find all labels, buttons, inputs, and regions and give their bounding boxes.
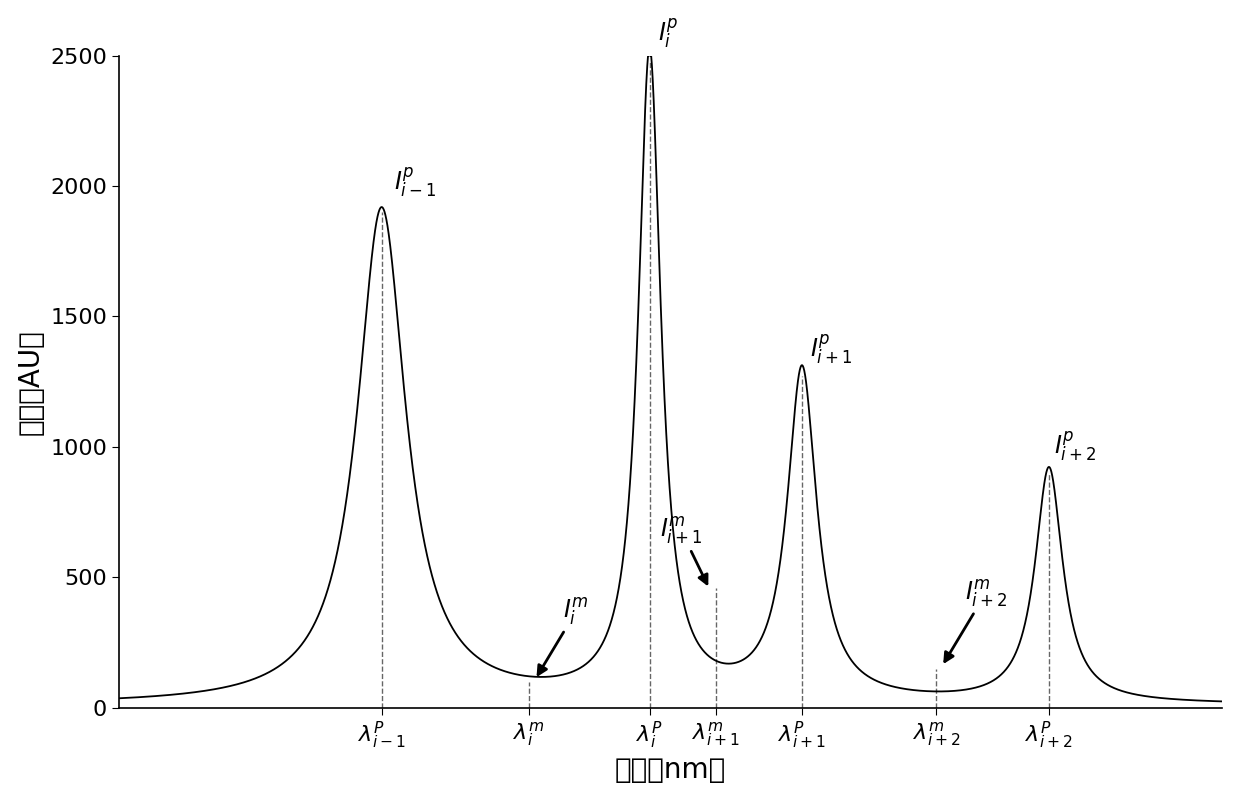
Text: $I^{p}_{i}$: $I^{p}_{i}$ — [658, 16, 679, 50]
Text: $I^{m}_{i}$: $I^{m}_{i}$ — [538, 596, 589, 674]
Text: $I^{m}_{i+1}$: $I^{m}_{i+1}$ — [659, 515, 707, 584]
Text: $I^{p}_{i+1}$: $I^{p}_{i+1}$ — [810, 332, 854, 366]
Text: $I^{p}_{i+2}$: $I^{p}_{i+2}$ — [1054, 429, 1097, 462]
Y-axis label: 强度（AU）: 强度（AU） — [16, 328, 45, 434]
Text: $I^{p}_{i-1}$: $I^{p}_{i-1}$ — [394, 165, 437, 199]
Text: $I^{m}_{i+2}$: $I^{m}_{i+2}$ — [945, 578, 1007, 662]
X-axis label: 波长（nm）: 波长（nm） — [615, 756, 726, 784]
